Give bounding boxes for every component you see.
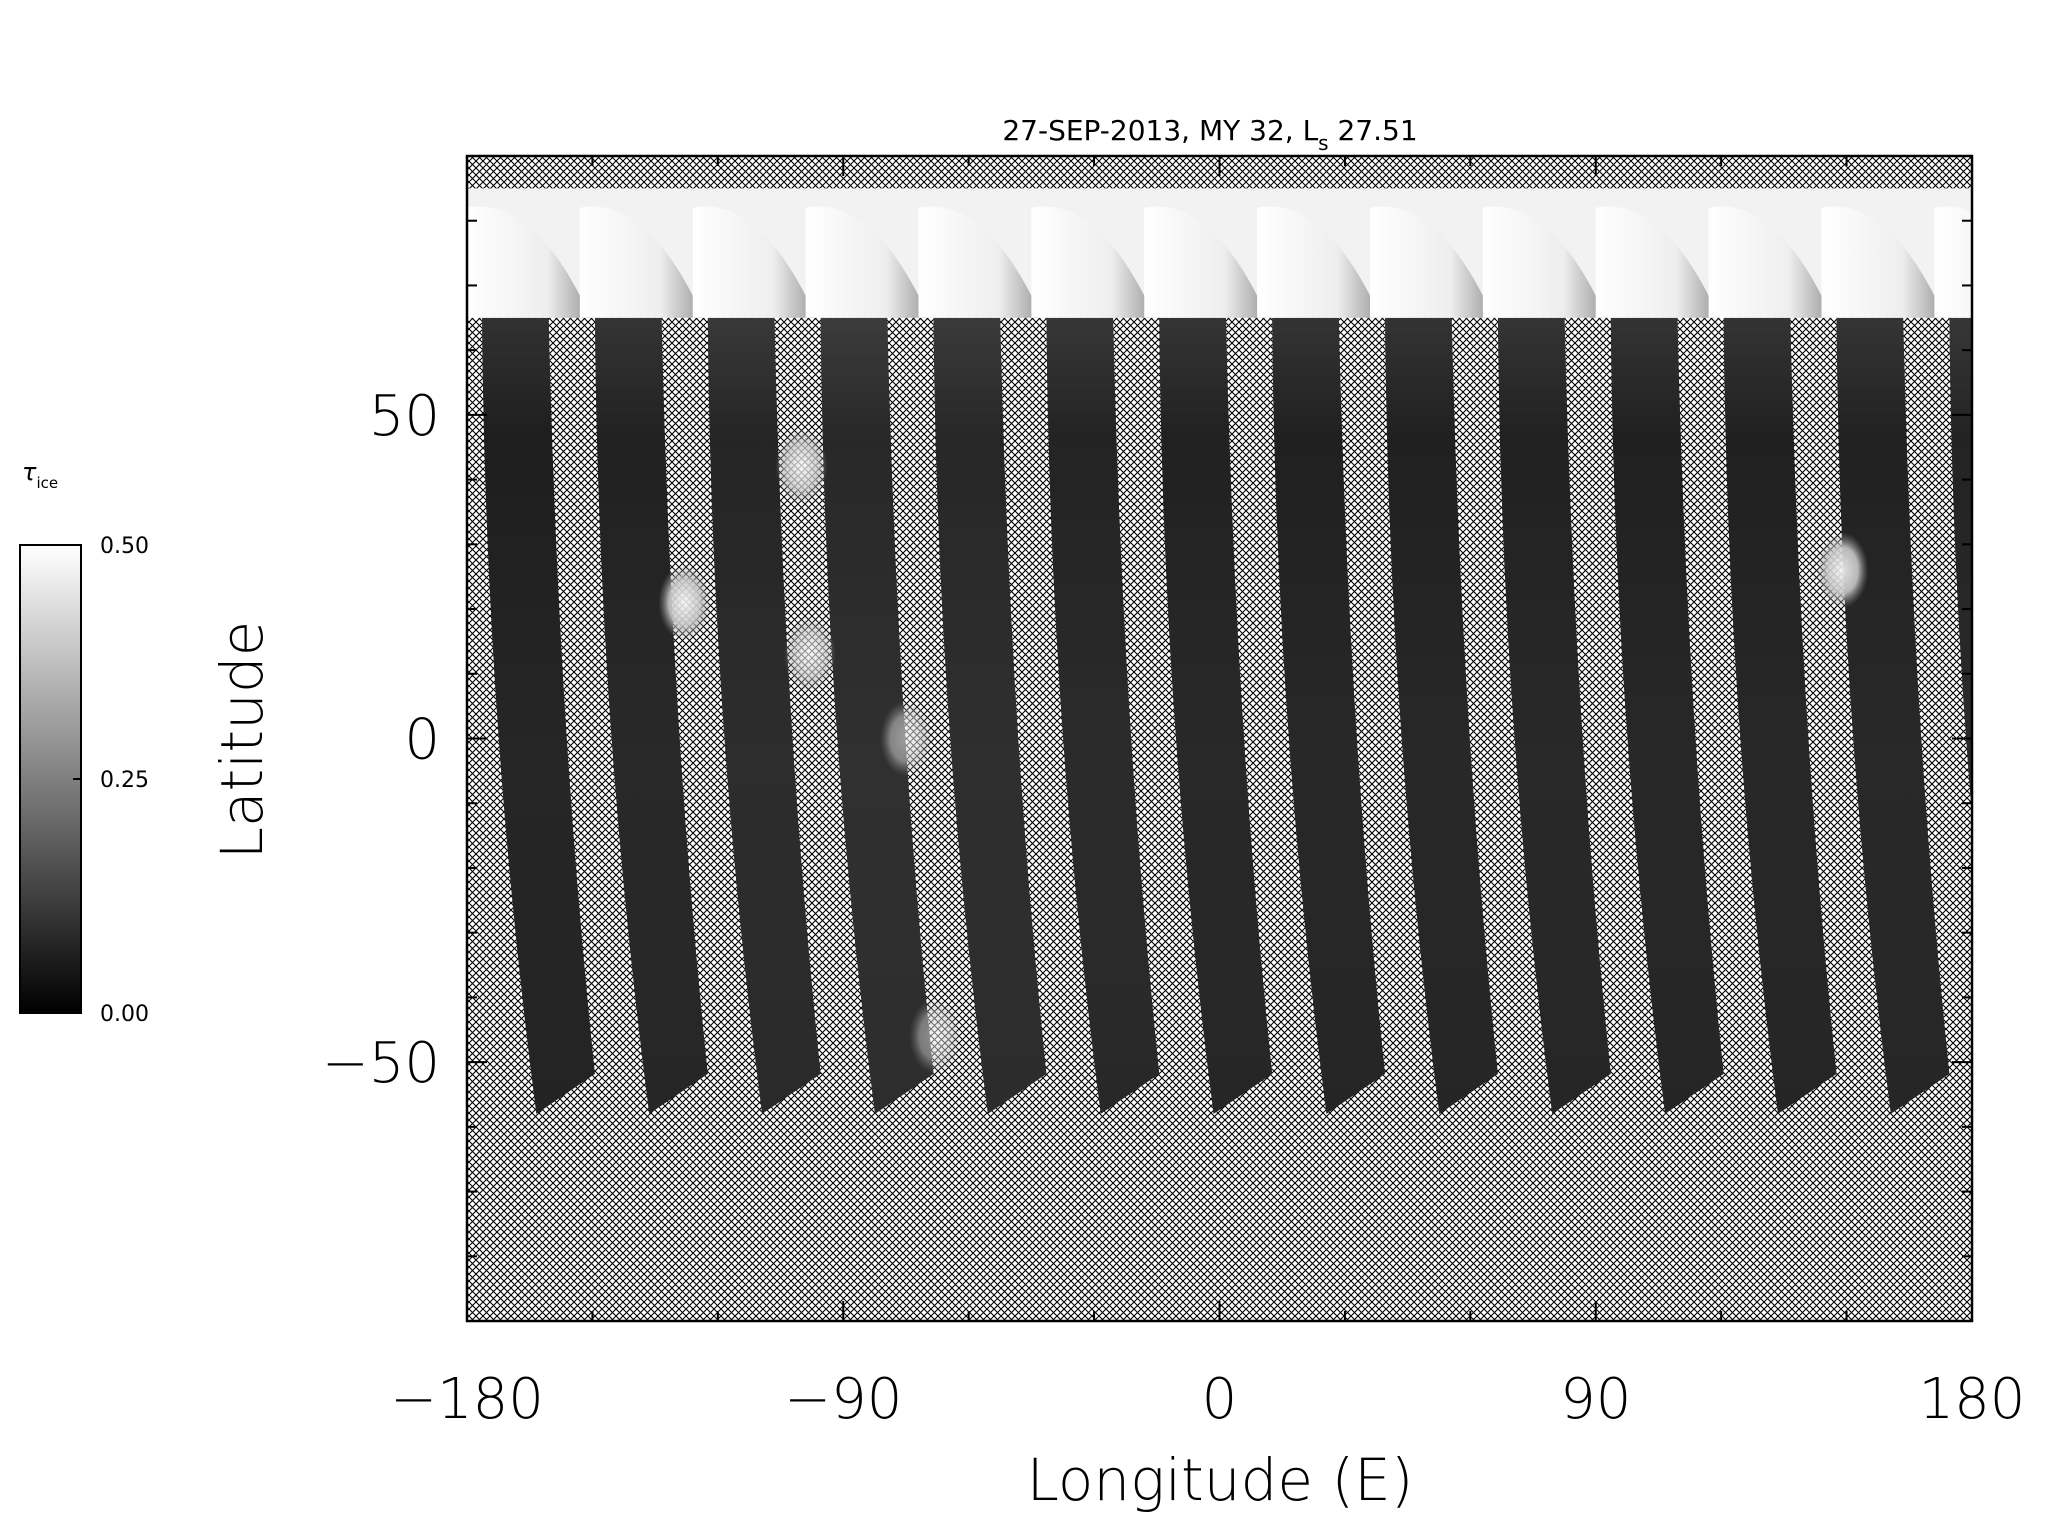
polar-cap-segment [1482,206,1607,318]
colorbar: τice 0.00 0.25 0.50 [19,458,149,1027]
swath-strip [1497,317,1611,1114]
swath-strip [1159,317,1273,1114]
swath-strip [1723,317,1837,1114]
swath-strip [933,317,1047,1114]
polar-cap-segment [1370,206,1494,318]
ice-cloud [783,616,836,693]
chart-title: 27-SEP-2013, MY 32, Ls 27.51 [1002,114,1417,155]
swath-value-tint [820,317,934,1114]
swath-value-tint [1949,317,1972,816]
swath-strip [1272,317,1386,1114]
colorbar-label: τice [22,458,58,492]
colorbar-ticks: 0.00 0.25 0.50 [73,534,149,1027]
polar-cap-segment [1257,206,1381,318]
cloud-layer [658,428,1869,1075]
axis-ticks [466,155,1973,1322]
swath-value-tint [1272,317,1386,1114]
swath-strip [1949,317,1972,816]
swath-value-tint [1385,317,1498,1114]
colorbar-gradient [19,544,82,1014]
polar-cap-segment [805,206,930,318]
polar-cap-layer [467,188,1972,318]
swath-value-tint [1497,317,1611,1114]
ice-cloud [879,700,932,777]
swath-strip [820,317,934,1114]
colorbar-tick-label: 0.50 [100,534,149,559]
polar-cap-segment [579,206,704,318]
y-tick-labels: −50 0 50 [322,384,440,1096]
swath-strip [1610,317,1724,1114]
colorbar-tick-label: 0.25 [100,768,149,793]
polar-cap-segment [1708,206,1833,318]
x-tick-label: 180 [1919,1367,2026,1432]
swath-value-tint [933,317,1047,1114]
polar-cap-segment [918,206,1043,318]
swath-strip [707,317,821,1114]
x-tick-label: −180 [390,1367,544,1432]
colorbar-tick-label: 0.00 [100,1002,149,1027]
polar-cap-segment [1934,206,1972,318]
swath-value-tint [1046,317,1160,1114]
polar-cap-segment [1821,206,1946,318]
swath-value-tint [594,317,708,1114]
swath-value-tint [482,317,595,1114]
y-tick-label: 0 [404,708,440,773]
x-tick-label: 0 [1202,1367,1238,1432]
ice-cloud [909,998,962,1075]
ice-cloud [1816,532,1869,609]
swath-strip [1046,317,1160,1114]
y-tick-label: −50 [322,1031,440,1096]
polar-cap-segment [1031,206,1155,318]
plot-area [465,154,1974,1323]
polar-cap-segment [467,206,591,318]
ice-cloud [775,428,828,505]
swath-strip [1836,317,1950,1114]
swath-value-tint [1836,317,1950,1114]
swath-value-tint [1159,317,1273,1114]
polar-cap-segment [692,206,817,318]
swath-strip [594,317,708,1114]
x-tick-label: −90 [784,1367,902,1432]
swath-strip [1385,317,1498,1114]
swath-value-tint [1723,317,1837,1114]
polar-cap-segment [1595,206,1720,318]
ice-cloud [658,564,711,641]
x-axis-label: Longitude (E) [1027,1446,1414,1514]
swath-strip [482,317,595,1114]
swath-value-tint [1610,317,1724,1114]
polar-cap-segment [1144,206,1268,318]
y-tick-label: 50 [369,384,440,449]
x-tick-labels: −180 −90 0 90 180 [390,1367,2025,1432]
swath-layer [482,317,1972,1114]
x-tick-label: 90 [1560,1367,1631,1432]
y-axis-label: Latitude [208,621,276,860]
swath-value-tint [707,317,821,1114]
